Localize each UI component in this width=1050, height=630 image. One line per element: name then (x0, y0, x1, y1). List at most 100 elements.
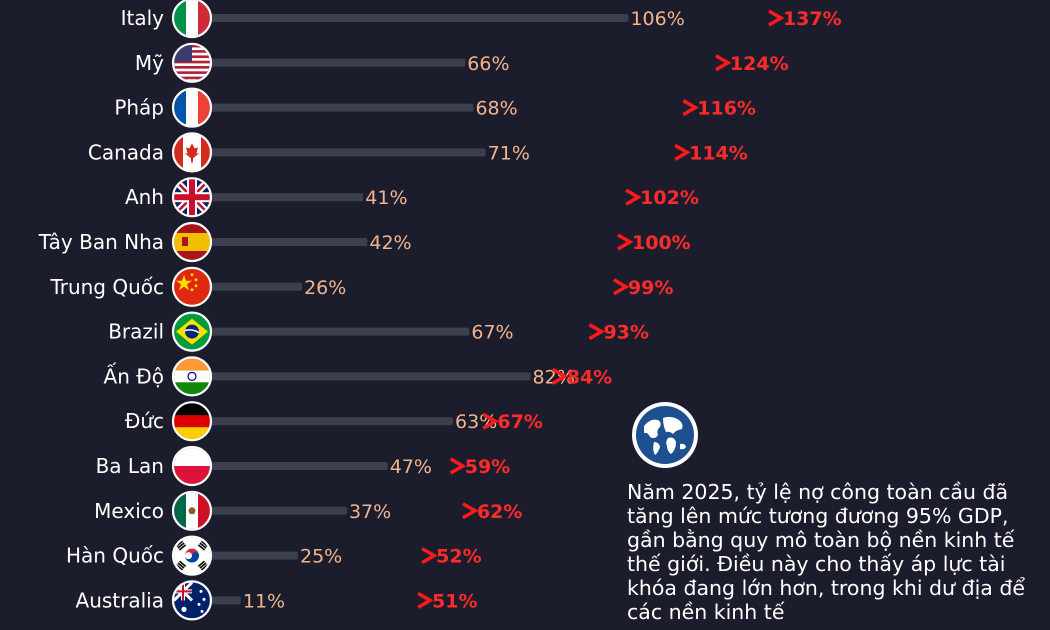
start-value-label: 25% (300, 546, 342, 568)
usa-flag-icon (171, 42, 213, 83)
bar-start-value (210, 417, 454, 426)
change-arrow (555, 143, 691, 161)
change-arrow (368, 547, 438, 565)
end-value-label: 59% (465, 456, 510, 478)
country-label: Ấn Độ (104, 363, 164, 388)
end-value-label: 124% (730, 53, 789, 75)
summary-note: Năm 2025, tỷ lệ nợ công toàn cầu đã tăng… (627, 480, 1025, 624)
bar-start-value (210, 327, 470, 336)
end-value-label: 51% (432, 590, 477, 612)
italy-flag-icon (171, 0, 213, 39)
south-korea-flag-icon (171, 535, 213, 576)
poland-flag-icon (171, 445, 213, 487)
change-arrow (551, 367, 569, 385)
chart-row: Brazil 67% 93% (108, 311, 649, 352)
start-value-label: 106% (630, 8, 684, 30)
chart-row: Ấn Độ 82%84% (104, 356, 612, 397)
bar-start-value (210, 103, 474, 112)
bar-start-value (210, 506, 347, 515)
end-value-label: 62% (477, 501, 522, 523)
globe-icon (630, 400, 700, 470)
change-arrow (437, 233, 634, 251)
change-arrow (482, 412, 499, 430)
country-label: Trung Quốc (49, 275, 164, 299)
end-value-label: 52% (436, 546, 481, 568)
chart-row: Trung Quốc 26% 99% (49, 266, 673, 307)
start-value-label: 42% (369, 232, 411, 254)
chart-row: Canada 71% 114% (88, 132, 748, 173)
change-arrow (449, 457, 467, 475)
change-arrow (539, 323, 605, 341)
change-arrow (433, 188, 642, 206)
country-label: Mỹ (135, 51, 164, 75)
germany-flag-icon (171, 401, 213, 442)
country-label: Ba Lan (96, 454, 164, 478)
start-value-label: 41% (365, 187, 407, 209)
country-label: Pháp (114, 96, 164, 120)
chart-row: Anh 41% 102% (125, 177, 699, 218)
chart-row: Tây Ban Nha 42% 100% (38, 221, 691, 263)
end-value-label: 137% (783, 8, 842, 30)
start-value-label: 67% (471, 322, 513, 344)
start-value-label: 71% (488, 142, 530, 164)
china-flag-icon (171, 266, 213, 307)
mexico-flag-icon (171, 490, 213, 531)
country-label: Brazil (108, 320, 164, 344)
change-arrow (372, 278, 630, 296)
country-label: Mexico (94, 499, 164, 523)
chart-row: Australia 11% 51% (76, 580, 478, 621)
end-value-label: 102% (640, 187, 699, 209)
bar-start-value (210, 14, 629, 22)
end-value-label: 100% (632, 232, 691, 254)
change-arrow (310, 591, 434, 609)
chart-row: Hàn Quốc 25% 52% (66, 535, 482, 576)
bar-start-value (210, 58, 466, 67)
country-label: Tây Ban Nha (38, 230, 164, 254)
india-flag-icon (171, 356, 213, 397)
start-value-label: 37% (349, 501, 391, 523)
uk-flag-icon (171, 177, 213, 218)
bar-start-value (210, 193, 364, 202)
brazil-flag-icon (171, 311, 213, 352)
country-label: Hàn Quốc (66, 544, 164, 568)
country-label: Australia (76, 588, 164, 612)
bar-start-value (210, 148, 486, 157)
bar-start-value (210, 551, 298, 560)
change-arrow (535, 54, 732, 72)
end-value-label: 116% (697, 98, 756, 120)
spain-flag-icon (171, 221, 213, 263)
australia-flag-icon (171, 580, 213, 621)
bar-start-value (210, 596, 241, 605)
country-label: Canada (88, 140, 164, 164)
country-label: Anh (125, 185, 164, 209)
france-flag-icon (171, 87, 213, 128)
bar-start-value (210, 238, 368, 246)
start-value-label: 66% (467, 53, 509, 75)
chart-row: Pháp 68% 116% (114, 87, 756, 128)
change-arrow (709, 9, 785, 27)
bar-start-value (210, 372, 531, 381)
end-value-label: 84% (567, 366, 612, 388)
start-value-label: 47% (390, 456, 432, 478)
end-value-label: 114% (689, 142, 748, 164)
chart-row: Ba Lan 47% 59% (96, 445, 510, 487)
end-value-label: 93% (603, 322, 648, 344)
bar-start-value (210, 462, 388, 470)
start-value-label: 82% (533, 366, 575, 388)
canada-flag-icon (171, 132, 213, 173)
bar-start-value (210, 282, 303, 291)
chart-row: Italy 106% 137% (121, 0, 842, 39)
change-arrow (416, 502, 479, 520)
country-label: Đức (125, 409, 164, 433)
chart-row: Mexico 37% 62% (94, 490, 522, 531)
start-value-label: 11% (243, 590, 285, 612)
end-value-label: 67% (497, 411, 542, 433)
end-value-label: 99% (628, 277, 673, 299)
country-label: Italy (121, 6, 165, 30)
start-value-label: 68% (475, 98, 517, 120)
chart-row: Mỹ 66% 124% (135, 42, 789, 83)
start-value-label: 26% (304, 277, 346, 299)
chart-row: Đức 63% 67% (125, 401, 543, 442)
change-arrow (543, 99, 699, 117)
